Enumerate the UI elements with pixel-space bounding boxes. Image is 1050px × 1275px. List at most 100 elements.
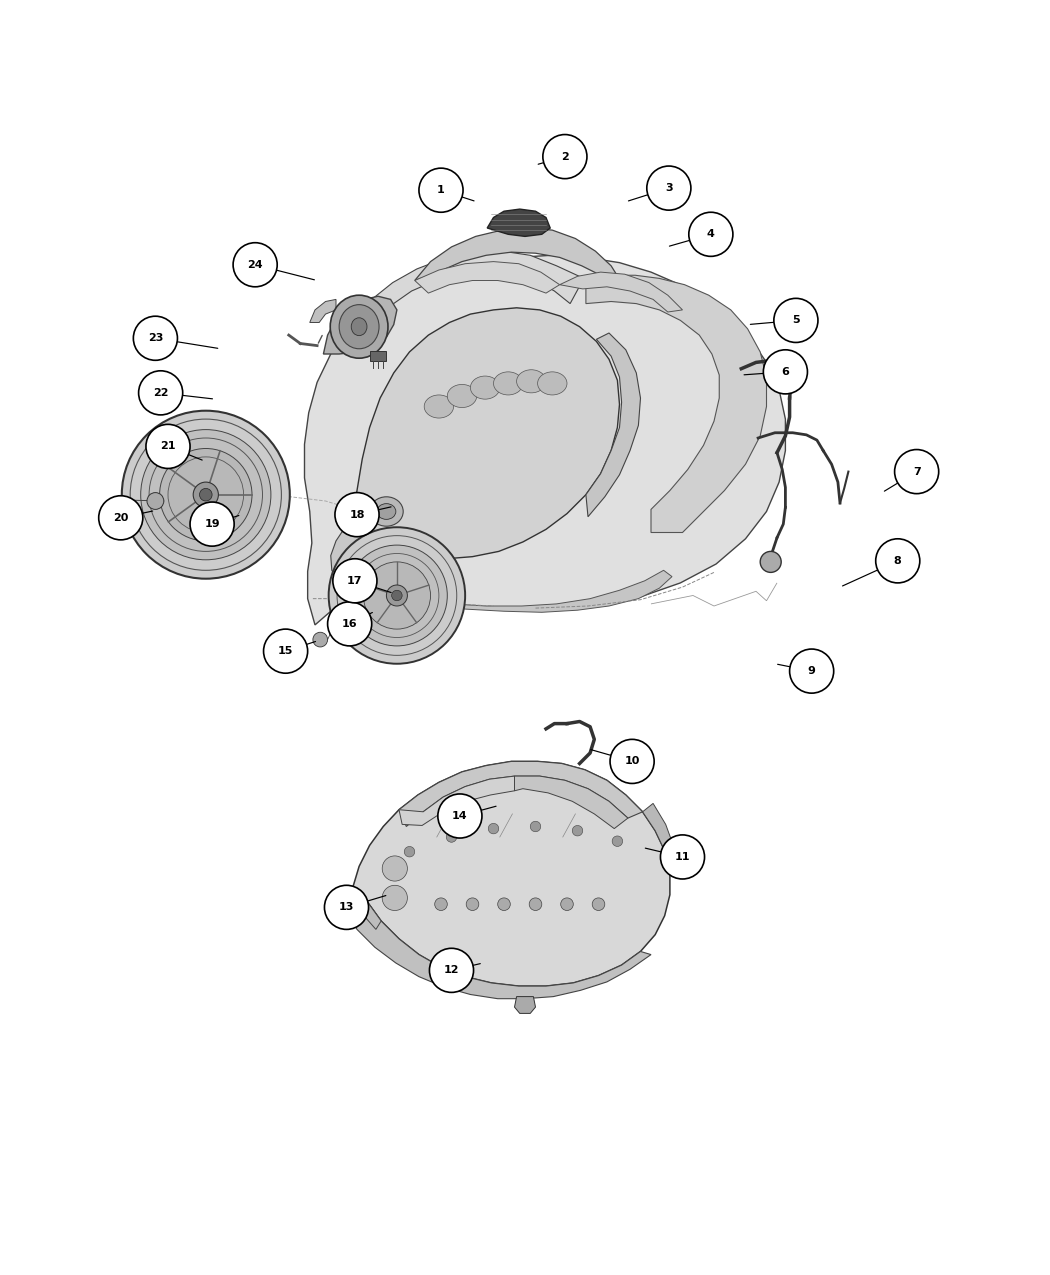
Circle shape — [190, 502, 234, 546]
Ellipse shape — [538, 372, 567, 395]
Polygon shape — [353, 761, 670, 986]
Text: 15: 15 — [278, 646, 293, 657]
Circle shape — [141, 430, 271, 560]
Circle shape — [543, 135, 587, 179]
Ellipse shape — [370, 497, 403, 527]
Text: 12: 12 — [444, 965, 459, 975]
Circle shape — [446, 831, 457, 843]
Circle shape — [790, 649, 834, 694]
Circle shape — [160, 449, 252, 541]
Circle shape — [328, 602, 372, 646]
Circle shape — [572, 825, 583, 836]
Ellipse shape — [494, 372, 523, 395]
Polygon shape — [304, 255, 785, 625]
Text: 3: 3 — [665, 184, 673, 193]
Polygon shape — [323, 296, 397, 354]
Circle shape — [382, 856, 407, 881]
Circle shape — [429, 949, 474, 992]
Text: 9: 9 — [807, 666, 816, 676]
Text: 4: 4 — [707, 230, 715, 240]
Text: 19: 19 — [205, 519, 219, 529]
Circle shape — [363, 562, 430, 629]
Circle shape — [466, 898, 479, 910]
Polygon shape — [344, 903, 651, 998]
Circle shape — [610, 740, 654, 783]
Text: 10: 10 — [625, 756, 639, 766]
Text: 13: 13 — [339, 903, 354, 913]
Circle shape — [419, 168, 463, 212]
Text: 7: 7 — [912, 467, 921, 477]
Text: 1: 1 — [437, 185, 445, 195]
Circle shape — [313, 632, 328, 646]
Polygon shape — [349, 887, 381, 929]
Polygon shape — [399, 761, 643, 826]
Text: 23: 23 — [148, 333, 163, 343]
Circle shape — [382, 885, 407, 910]
Circle shape — [529, 898, 542, 910]
Circle shape — [139, 371, 183, 414]
Ellipse shape — [339, 305, 379, 349]
Ellipse shape — [424, 395, 454, 418]
Polygon shape — [399, 776, 514, 825]
Circle shape — [346, 546, 447, 646]
Ellipse shape — [377, 504, 396, 519]
Circle shape — [592, 898, 605, 910]
Circle shape — [264, 629, 308, 673]
Circle shape — [530, 821, 541, 831]
Text: 11: 11 — [675, 852, 690, 862]
Circle shape — [404, 847, 415, 857]
Text: 6: 6 — [781, 367, 790, 377]
Polygon shape — [643, 803, 678, 872]
Polygon shape — [586, 333, 640, 516]
Polygon shape — [415, 228, 622, 283]
Text: 8: 8 — [894, 556, 902, 566]
Circle shape — [488, 824, 499, 834]
Polygon shape — [352, 307, 620, 558]
Polygon shape — [361, 570, 672, 612]
Ellipse shape — [351, 317, 368, 335]
Circle shape — [760, 551, 781, 572]
Circle shape — [329, 528, 465, 664]
Circle shape — [612, 836, 623, 847]
Polygon shape — [415, 261, 560, 293]
Ellipse shape — [517, 370, 546, 393]
Circle shape — [895, 450, 939, 493]
Polygon shape — [341, 251, 584, 343]
Circle shape — [774, 298, 818, 343]
Polygon shape — [331, 521, 378, 587]
Circle shape — [876, 539, 920, 583]
Ellipse shape — [447, 385, 477, 408]
Polygon shape — [560, 272, 682, 312]
Text: 21: 21 — [161, 441, 175, 451]
Polygon shape — [310, 300, 336, 323]
Circle shape — [324, 885, 369, 929]
Text: 17: 17 — [348, 576, 362, 585]
Text: 22: 22 — [153, 388, 168, 398]
Circle shape — [435, 898, 447, 910]
Polygon shape — [514, 997, 536, 1014]
Circle shape — [660, 835, 705, 878]
Circle shape — [392, 590, 402, 601]
Text: 14: 14 — [453, 811, 467, 821]
Circle shape — [498, 898, 510, 910]
Circle shape — [99, 496, 143, 539]
Text: 2: 2 — [561, 152, 569, 162]
Text: 5: 5 — [792, 315, 800, 325]
Circle shape — [438, 794, 482, 838]
Polygon shape — [586, 275, 766, 533]
Text: 16: 16 — [342, 618, 357, 629]
Ellipse shape — [470, 376, 500, 399]
Text: 18: 18 — [350, 510, 364, 520]
Circle shape — [133, 316, 177, 361]
Circle shape — [386, 585, 407, 606]
Polygon shape — [487, 209, 550, 236]
Circle shape — [146, 425, 190, 468]
Circle shape — [147, 492, 164, 510]
Polygon shape — [355, 548, 403, 585]
Text: 20: 20 — [113, 513, 128, 523]
Circle shape — [233, 242, 277, 287]
Polygon shape — [514, 776, 628, 829]
Circle shape — [561, 898, 573, 910]
Circle shape — [763, 349, 807, 394]
Ellipse shape — [330, 296, 388, 358]
